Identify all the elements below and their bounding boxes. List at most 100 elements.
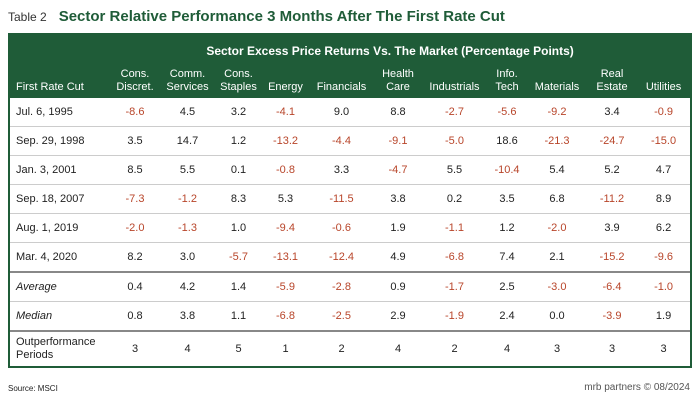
cell: 1.1 (215, 301, 262, 332)
outperformance-row: Outperformance Periods 3 4 5 1 2 4 2 4 3 3 3 (10, 330, 691, 366)
cell: 0.0 (527, 301, 587, 332)
column-header: Cons. Staples (215, 66, 262, 98)
brand: mrb partners © 08/2024 (584, 382, 690, 393)
cell: 3.2 (215, 98, 262, 127)
cell: 8.5 (110, 155, 160, 185)
column-header: Financials (309, 66, 374, 98)
row-label: Average (10, 271, 110, 302)
cell: -1.3 (160, 213, 215, 243)
cell: 7.4 (487, 242, 527, 273)
cell: -0.9 (637, 98, 691, 127)
cell: 5.2 (587, 155, 637, 185)
data-row: Mar. 4, 2020 8.2 3.0 -5.7 -13.1 -12.4 4.9 -6.8 7… (10, 242, 691, 273)
cell: -15.2 (587, 242, 637, 273)
cell: 0.1 (215, 155, 262, 185)
cell: 3 (110, 330, 160, 366)
data-row: Sep. 29, 1998 3.5 14.7 1.2 -13.2 -4.4 -9.1 -5.0… (10, 126, 691, 156)
cell: 2 (309, 330, 374, 366)
column-header: Materials (527, 66, 587, 98)
cell: -5.0 (422, 126, 487, 156)
cell: 3.9 (587, 213, 637, 243)
cell: 9.0 (309, 98, 374, 127)
header-row: First Rate Cut Cons. Discret. Comm. Servic… (10, 66, 691, 98)
cell: 2.4 (487, 301, 527, 332)
cell: 5 (215, 330, 262, 366)
cell: 3.0 (160, 242, 215, 273)
cell: 3 (637, 330, 691, 366)
column-header: Health Care (374, 66, 422, 98)
row-label: Aug. 1, 2019 (10, 213, 110, 243)
cell: -9.2 (527, 98, 587, 127)
row-label: Sep. 29, 1998 (10, 126, 110, 156)
source: Source: MSCI (8, 384, 58, 393)
row-label: Jul. 6, 1995 (10, 98, 110, 127)
cell: -1.9 (422, 301, 487, 332)
table: Sector Excess Price Returns Vs. The Mark… (10, 35, 691, 366)
column-header: First Rate Cut (10, 66, 110, 98)
cell: 2.5 (487, 271, 527, 302)
cell: 1.0 (215, 213, 262, 243)
cell: -2.0 (527, 213, 587, 243)
cell: 3.4 (587, 98, 637, 127)
cell: -21.3 (527, 126, 587, 156)
cell: -1.1 (422, 213, 487, 243)
cell: -24.7 (587, 126, 637, 156)
cell: 4 (160, 330, 215, 366)
cell: -9.6 (637, 242, 691, 273)
cell: -4.7 (374, 155, 422, 185)
column-header: Cons. Discret. (110, 66, 160, 98)
cell: 3 (527, 330, 587, 366)
cell: 0.4 (110, 271, 160, 302)
cell: 5.5 (160, 155, 215, 185)
cell: -4.1 (262, 98, 309, 127)
cell: 2.9 (374, 301, 422, 332)
cell: 6.2 (637, 213, 691, 243)
cell: 8.8 (374, 98, 422, 127)
column-header: Energy (262, 66, 309, 98)
cell: -13.2 (262, 126, 309, 156)
cell: -1.7 (422, 271, 487, 302)
cell: -5.6 (487, 98, 527, 127)
cell: 8.9 (637, 184, 691, 214)
cell: -1.0 (637, 271, 691, 302)
cell: -8.6 (110, 98, 160, 127)
cell: -6.4 (587, 271, 637, 302)
cell: 5.3 (262, 184, 309, 214)
cell: 8.2 (110, 242, 160, 273)
banner: Sector Excess Price Returns Vs. The Mark… (10, 35, 691, 66)
cell: 0.8 (110, 301, 160, 332)
cell: -15.0 (637, 126, 691, 156)
cell: -3.9 (587, 301, 637, 332)
cell: -5.9 (262, 271, 309, 302)
table-title: Sector Relative Performance 3 Months Aft… (58, 8, 505, 25)
cell: -7.3 (110, 184, 160, 214)
cell: 18.6 (487, 126, 527, 156)
cell: 4.2 (160, 271, 215, 302)
cell: 6.8 (527, 184, 587, 214)
cell: -2.0 (110, 213, 160, 243)
cell: 1 (262, 330, 309, 366)
cell: 4 (487, 330, 527, 366)
cell: -9.4 (262, 213, 309, 243)
cell: 8.3 (215, 184, 262, 214)
cell: 1.2 (487, 213, 527, 243)
cell: -6.8 (422, 242, 487, 273)
cell: 1.2 (215, 126, 262, 156)
cell: 5.5 (422, 155, 487, 185)
row-label: Mar. 4, 2020 (10, 242, 110, 273)
cell: 14.7 (160, 126, 215, 156)
cell: 1.9 (637, 301, 691, 332)
cell: 0.9 (374, 271, 422, 302)
table-label: Table 2 (8, 10, 47, 24)
cell: -11.5 (309, 184, 374, 214)
cell: -6.8 (262, 301, 309, 332)
summary-row: Median 0.8 3.8 1.1 -6.8 -2.5 2.9 -1.9 2.4 0.0 -3.9… (10, 301, 691, 332)
cell: 5.4 (527, 155, 587, 185)
cell: -12.4 (309, 242, 374, 273)
column-header: Real Estate (587, 66, 637, 98)
cell: -9.1 (374, 126, 422, 156)
cell: 3.5 (110, 126, 160, 156)
data-row: Sep. 18, 2007 -7.3 -1.2 8.3 5.3 -11.5 3.8 0.2 3.… (10, 184, 691, 214)
cell: 2.1 (527, 242, 587, 273)
